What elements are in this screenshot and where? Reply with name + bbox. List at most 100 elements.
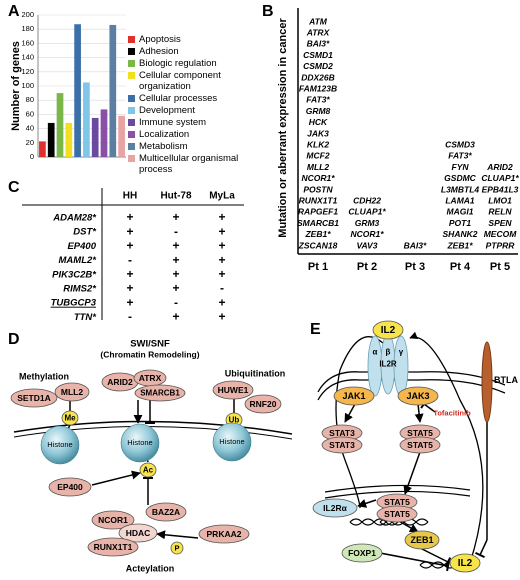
node-label: Me [64, 414, 76, 423]
connector [379, 552, 449, 567]
gene-name: SPEN [488, 218, 512, 228]
call: + [172, 210, 179, 224]
gene-name: ZEB1* [446, 240, 473, 250]
gene-name: CSMD2 [303, 61, 333, 71]
node-label: FOXP1 [348, 548, 376, 558]
call: + [172, 267, 179, 281]
node-shape [399, 436, 441, 454]
gene-name: GRM3 [355, 218, 380, 228]
column-label: Pt 4 [450, 261, 471, 273]
node-label: Histone [47, 440, 72, 449]
node-shape [404, 530, 440, 550]
y-tick-label: 180 [21, 24, 34, 33]
legend-swatch [128, 143, 135, 150]
call: - [220, 281, 224, 295]
gene-name: ZSCAN18 [298, 240, 338, 250]
loop [335, 336, 386, 509]
node-label: ZEB1 [410, 535, 433, 545]
node-shape [139, 462, 157, 478]
gene-name: DDX26B [301, 72, 335, 82]
legend-label: Localization [139, 129, 190, 140]
y-tick-label: 160 [21, 38, 34, 47]
call: + [218, 224, 225, 238]
node-label: STAT5 [384, 497, 410, 507]
gene-name: SHANK2 [443, 229, 478, 239]
gene-name: EP400 [67, 241, 96, 252]
gene-name: PTPRR [486, 240, 516, 250]
legend-entry: Localization [128, 129, 248, 140]
gene-name: ATM [308, 16, 328, 26]
gene-name: RAPGEF1 [298, 207, 338, 217]
node-label: BTLA [494, 375, 518, 385]
histone [120, 423, 160, 463]
node-label: SETD1A [17, 393, 51, 403]
node-label: BAZ2A [152, 507, 180, 517]
call: - [174, 295, 178, 309]
node-label: MLL2 [61, 387, 83, 397]
node-label: STAT5 [384, 509, 410, 519]
connector [414, 403, 424, 423]
call: + [218, 253, 225, 267]
node-label: ATRX [139, 373, 162, 383]
gene-name: RELN [488, 207, 512, 217]
column-label: Pt 2 [357, 261, 377, 273]
gene-name: MLL2 [307, 162, 329, 172]
legend-entry: Cellular component organization [128, 70, 248, 92]
node-shape [312, 498, 358, 518]
node-label: JAK1 [342, 391, 365, 401]
node-label: α [373, 348, 378, 357]
dna-strand [13, 420, 293, 435]
column-header: HH [123, 191, 137, 202]
legend-entry: Development [128, 105, 248, 116]
btla-receptor [481, 341, 493, 423]
node-shape [212, 380, 254, 400]
node-label: IL2R [379, 360, 397, 369]
node-shape [372, 320, 404, 340]
node-shape [449, 553, 481, 573]
call: + [126, 210, 133, 224]
gene-name: BAI3* [307, 39, 330, 49]
node-shape [376, 505, 418, 523]
gene-name: NCOR1* [301, 173, 335, 183]
call: + [126, 281, 133, 295]
gene-name: POSTN [303, 184, 333, 194]
panel-label: E [310, 321, 321, 338]
node-label: Ac [143, 466, 154, 475]
node-shape [170, 541, 184, 555]
legend-swatch [128, 60, 135, 67]
legend-swatch [128, 155, 135, 162]
nuclear-membrane [324, 490, 471, 499]
legend-label: Cellular component organization [139, 70, 221, 92]
histone [40, 425, 80, 465]
gene-name: FYN [452, 162, 470, 172]
gene-name: DST* [73, 227, 97, 238]
legend-label: Metabolism [139, 141, 188, 152]
node-shape [134, 384, 186, 402]
y-tick-label: 200 [21, 10, 34, 19]
legend-entry: Adhesion [128, 46, 248, 57]
node-shape [397, 386, 439, 406]
legend-label: Biologic regulation [139, 58, 217, 69]
node-label: RNF20 [250, 399, 277, 409]
connector [91, 470, 141, 486]
bar [56, 93, 64, 157]
gene-name: HCK [309, 117, 328, 127]
bar [65, 122, 73, 157]
legend-entry: Apoptosis [128, 34, 248, 45]
node-label: IL2Rα [323, 503, 347, 513]
legend-swatch [128, 36, 135, 43]
node-label: STAT5 [407, 428, 433, 438]
node-label: γ [399, 348, 404, 357]
section-title: (Chromatin Remodeling) [100, 349, 199, 359]
connector [357, 499, 377, 508]
node-shape [333, 386, 375, 406]
gene-name: CLUAP1* [481, 173, 519, 183]
node-shape [54, 382, 90, 402]
gene-name: FAM123B [299, 83, 337, 93]
legend-label: Immune system [139, 117, 207, 128]
node-shape [244, 394, 282, 414]
call: - [174, 224, 178, 238]
gene-name: NCOR1* [350, 229, 384, 239]
node-label: RUNX1T1 [94, 542, 133, 552]
